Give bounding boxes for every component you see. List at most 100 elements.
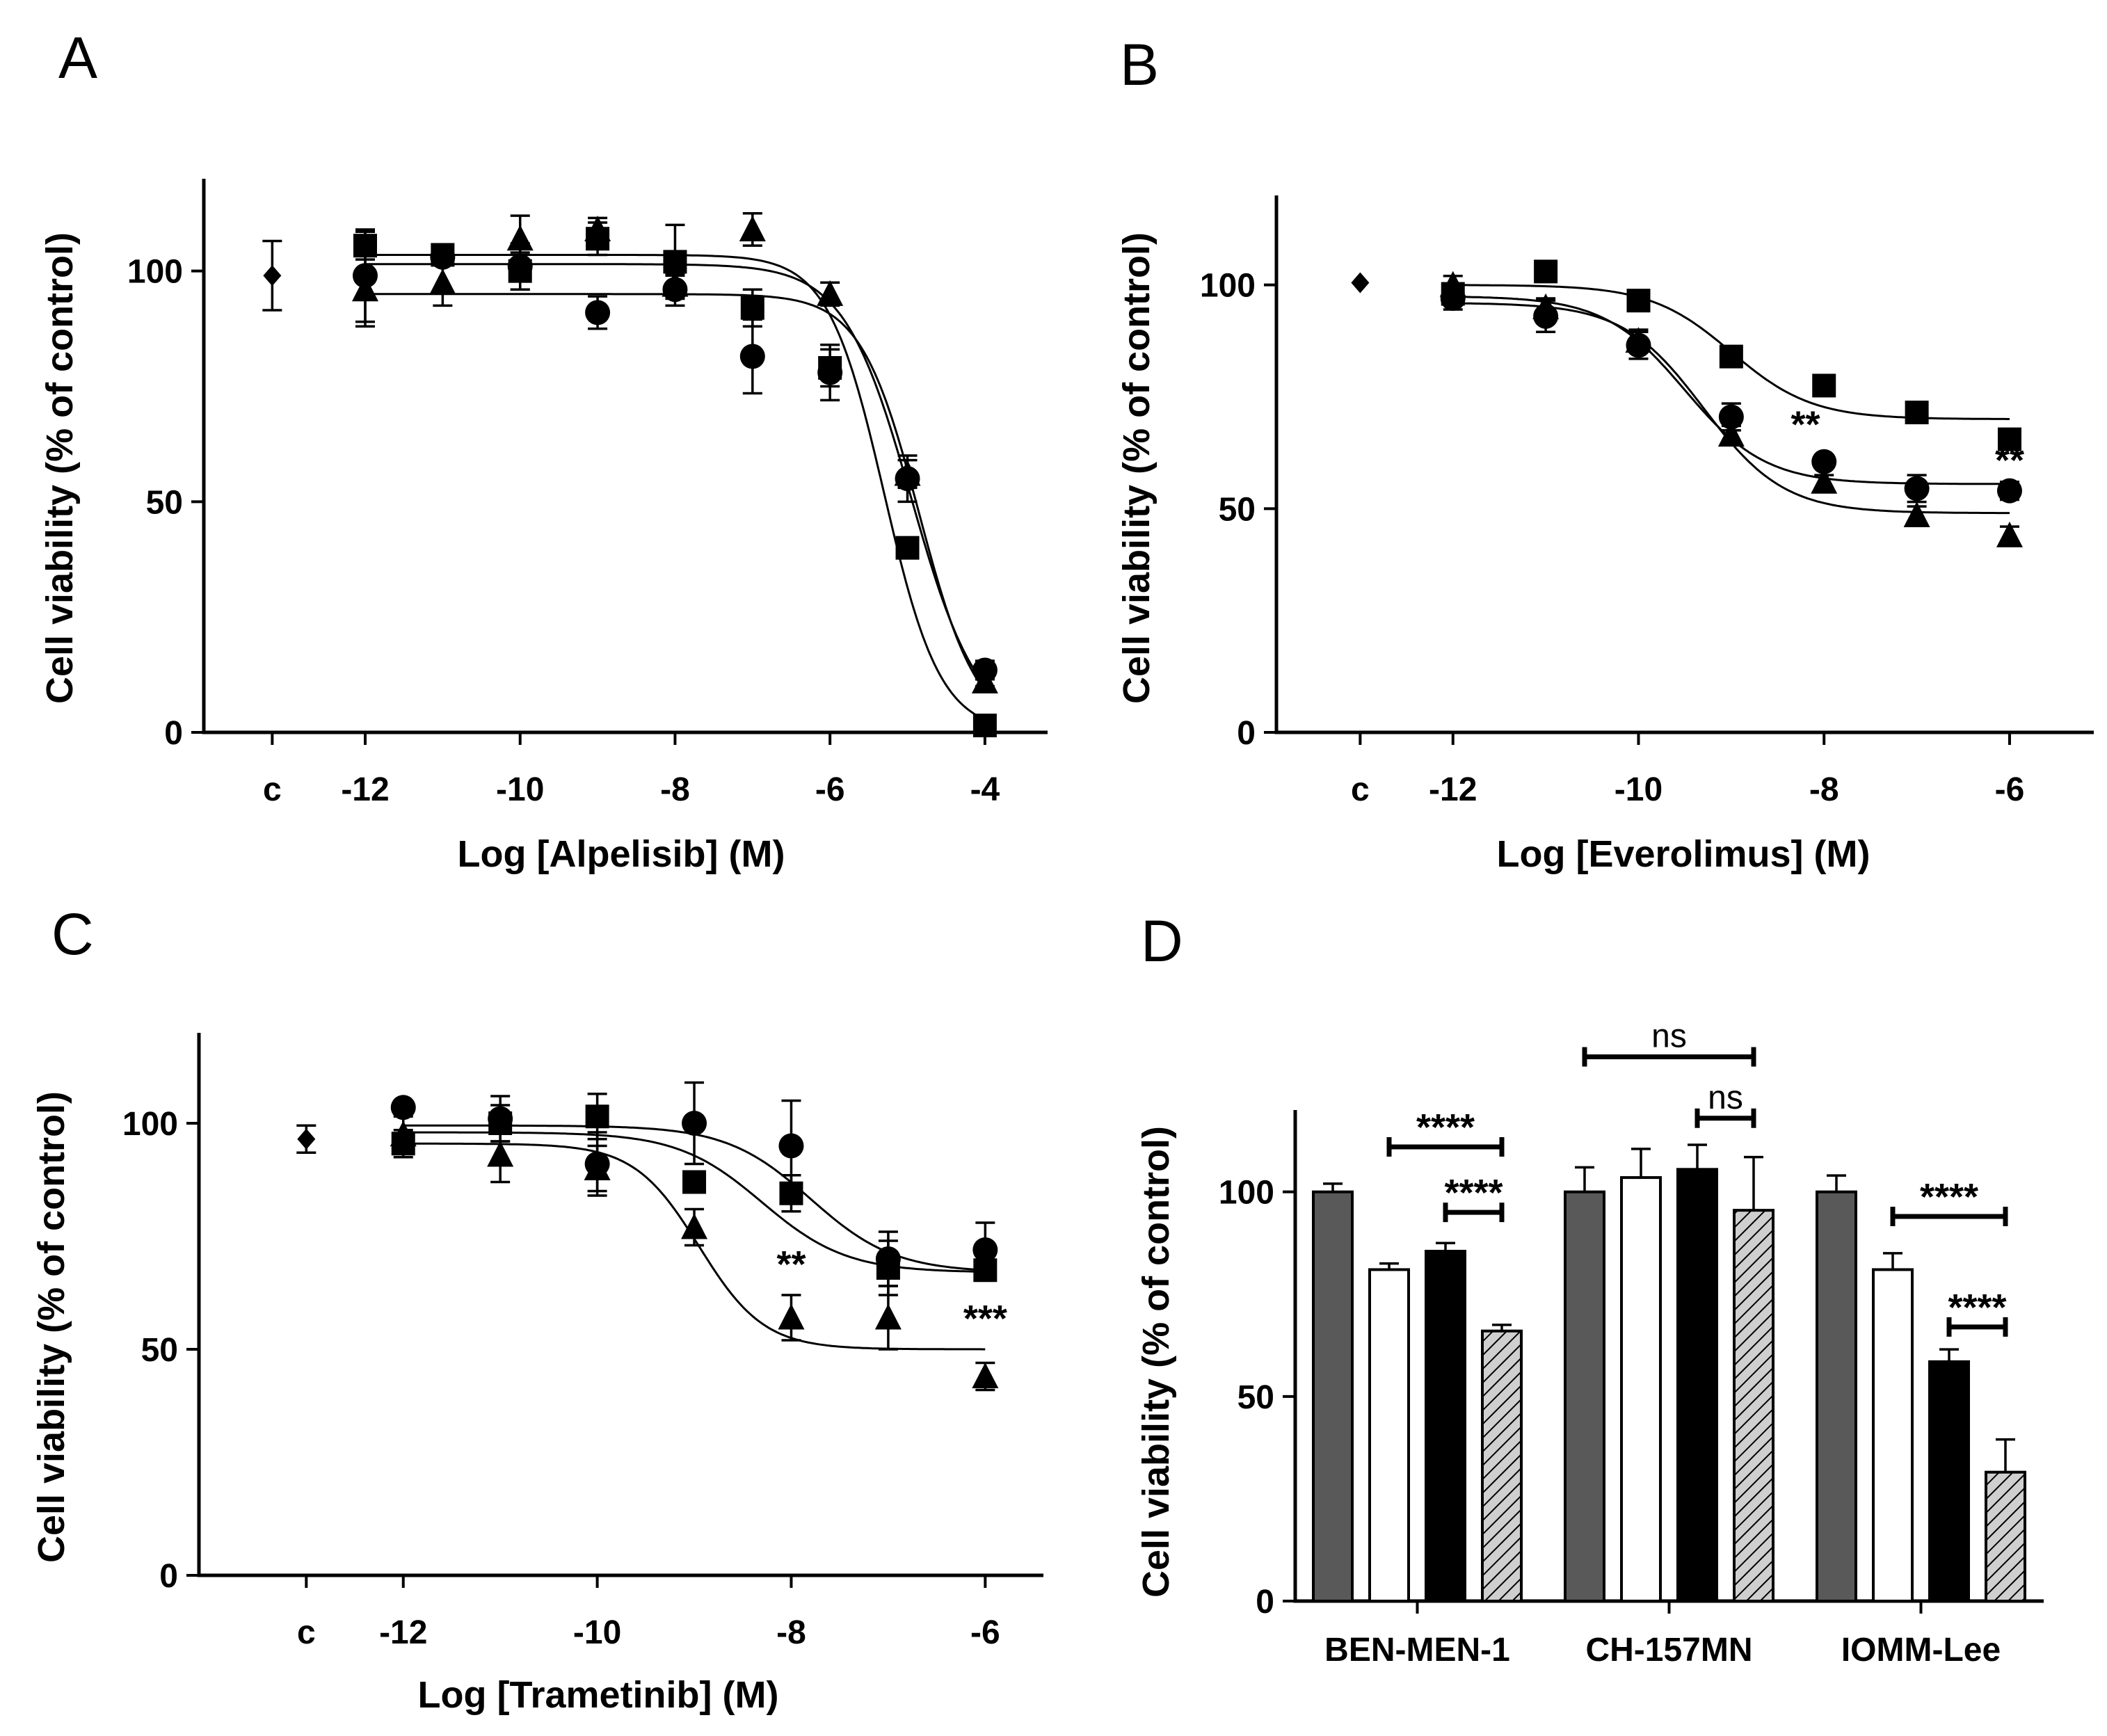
panel-c-x-tick-label: -12 <box>379 1614 427 1651</box>
panel-a-x-tick-label: -12 <box>341 771 389 808</box>
panel-d-significance-label: ns <box>1651 1018 1687 1055</box>
panel-a-fit-curve-square <box>365 254 986 721</box>
panel-a-circle-point <box>585 300 611 326</box>
panel-a-x-tick-label: -6 <box>815 771 845 808</box>
panel-a-x-tick-label: -10 <box>496 771 544 808</box>
panel-letter-b: B <box>1120 32 1159 97</box>
panel-a-triangle-point <box>429 268 456 295</box>
panel-d-y-tick-label: 0 <box>1256 1584 1274 1621</box>
panel-c-significance-label: ** <box>776 1244 806 1285</box>
panel-a-fit-curve-circle <box>365 263 986 686</box>
panel-d-y-tick-label: 50 <box>1237 1379 1274 1416</box>
panel-a-y-tick-label: 50 <box>146 484 183 521</box>
panel-a-x-tick-label: -4 <box>970 771 1000 808</box>
panel-b-triangle-point <box>1717 421 1745 447</box>
panel-b-triangle-point <box>1996 521 2023 547</box>
panel-b-circle-point <box>1904 476 1930 501</box>
panel-c-triangle-point <box>584 1155 611 1180</box>
panel-d-bar-black <box>1425 1249 1466 1602</box>
panel-b-x-tick-label: -12 <box>1429 771 1477 808</box>
panel-c-axes <box>197 1033 1043 1577</box>
panel-a-triangle-point <box>584 215 611 241</box>
panel-letter-d: D <box>1141 908 1183 974</box>
panel-d-bar-black <box>1928 1360 1970 1602</box>
panel-d-significance-label: ns <box>1708 1079 1743 1116</box>
panel-c-square-point <box>779 1181 803 1205</box>
panel-b-x-tick-label: -6 <box>1995 771 2025 808</box>
panel-a-x-tick-label: -8 <box>660 771 690 808</box>
panel-a: A 0 50 100 c -12 -10 -8 -6 -4 Log [Alpelisib] (M… <box>39 25 1048 875</box>
panel-c-triangle-point <box>778 1303 805 1330</box>
panel-d-bar-hatched <box>1985 1470 2026 1603</box>
panel-d-bar-dark <box>1816 1190 1857 1602</box>
panel-d: D 0 50 100 BEN-MEN-1 CH-157MN IOMM-Lee **** ***… <box>1135 908 2044 1669</box>
panel-c-square-point <box>876 1256 900 1280</box>
panel-c-circle-point <box>682 1111 707 1136</box>
panel-a-control-point <box>263 265 282 287</box>
panel-c-x-tick-label: -8 <box>776 1614 806 1651</box>
panel-d-significance-label: **** <box>1948 1287 2006 1328</box>
panel-c-y-tick-label: 100 <box>122 1106 178 1143</box>
panel-a-triangle-point <box>971 668 998 694</box>
panel-c-square-point <box>682 1170 707 1194</box>
panel-a-x-tick-label: c <box>263 771 282 808</box>
panel-b-y-tick-label: 100 <box>1200 268 1256 305</box>
panel-c-square-point <box>585 1104 609 1129</box>
panel-d-bar-white <box>1368 1268 1410 1602</box>
panel-b-square-point <box>1626 289 1651 313</box>
panel-c-triangle-point <box>874 1303 902 1330</box>
panel-a-triangle-point <box>894 460 921 486</box>
panel-b-circle-point <box>1811 449 1837 474</box>
panel-a-square-point <box>972 714 997 738</box>
panel-a-y-axis-label: Cell viability (% of control) <box>39 232 81 704</box>
panel-b-x-axis-label: Log [Everolimus] (M) <box>1497 833 1870 875</box>
panel-c-x-tick-label: -10 <box>573 1614 621 1651</box>
panel-b-triangle-point <box>1439 271 1466 297</box>
panel-a-square-point <box>895 536 920 560</box>
panel-d-y-tick-label: 100 <box>1219 1175 1274 1212</box>
panel-c-triangle-point <box>681 1213 708 1239</box>
panel-d-bar-hatched <box>1481 1329 1523 1602</box>
panel-b-fit-curve-circle <box>1452 296 2010 485</box>
panel-d-bar-white <box>1872 1268 1914 1602</box>
panel-a-y-tick-label: 0 <box>164 715 183 752</box>
panel-c-triangle-point <box>972 1363 999 1388</box>
panel-d-bar-hatched <box>1733 1209 1774 1603</box>
panel-b-triangle-point <box>1811 467 1838 494</box>
panel-c-x-tick-label: c <box>297 1614 316 1651</box>
panel-b-y-tick-label: 50 <box>1219 491 1256 528</box>
panel-d-category-label: BEN-MEN-1 <box>1324 1632 1510 1669</box>
panel-d-significance-label: **** <box>1416 1107 1475 1148</box>
panel-b-circle-point <box>1996 478 2022 504</box>
panel-b-x-tick-label: c <box>1351 771 1370 808</box>
panel-b-x-tick-label: -10 <box>1615 771 1663 808</box>
panel-a-circle-point <box>430 244 456 270</box>
panel-b-significance-label: ** <box>1995 440 2024 481</box>
panel-a-x-axis-label: Log [Alpelisib] (M) <box>458 833 785 875</box>
panel-d-plot: 0 50 100 BEN-MEN-1 CH-157MN IOMM-Lee **** **** n… <box>1219 1018 2044 1669</box>
panel-c-y-tick-label: 0 <box>159 1558 178 1595</box>
panel-a-triangle-point <box>817 280 844 306</box>
panel-d-significance-bracket <box>1582 1047 1756 1067</box>
panel-b-axes <box>1274 195 2094 734</box>
panel-b-square-point <box>1905 401 1929 425</box>
panel-d-significance-bracket <box>1386 1136 1505 1157</box>
panel-b-triangle-point <box>1903 501 1930 527</box>
panel-a-axes <box>202 179 1048 734</box>
panel-b-significance-label: ** <box>1791 403 1820 445</box>
panel-a-y-tick-label: 100 <box>127 254 183 291</box>
panel-a-triangle-point <box>662 271 689 297</box>
panel-b-circle-point <box>1718 404 1744 430</box>
panel-d-bar-white <box>1620 1176 1662 1602</box>
panel-d-bar-black <box>1676 1168 1718 1602</box>
panel-b-triangle-point <box>1625 327 1652 353</box>
panel-c-square-point <box>973 1258 998 1283</box>
panel-c-control-point <box>297 1128 316 1150</box>
panel-c-circle-point <box>390 1095 416 1120</box>
panel-b-control-point <box>1351 272 1370 294</box>
panel-b-y-tick-label: 0 <box>1237 715 1256 752</box>
panel-d-category-label: IOMM-Lee <box>1841 1632 2001 1669</box>
panel-b-square-point <box>1719 344 1743 369</box>
